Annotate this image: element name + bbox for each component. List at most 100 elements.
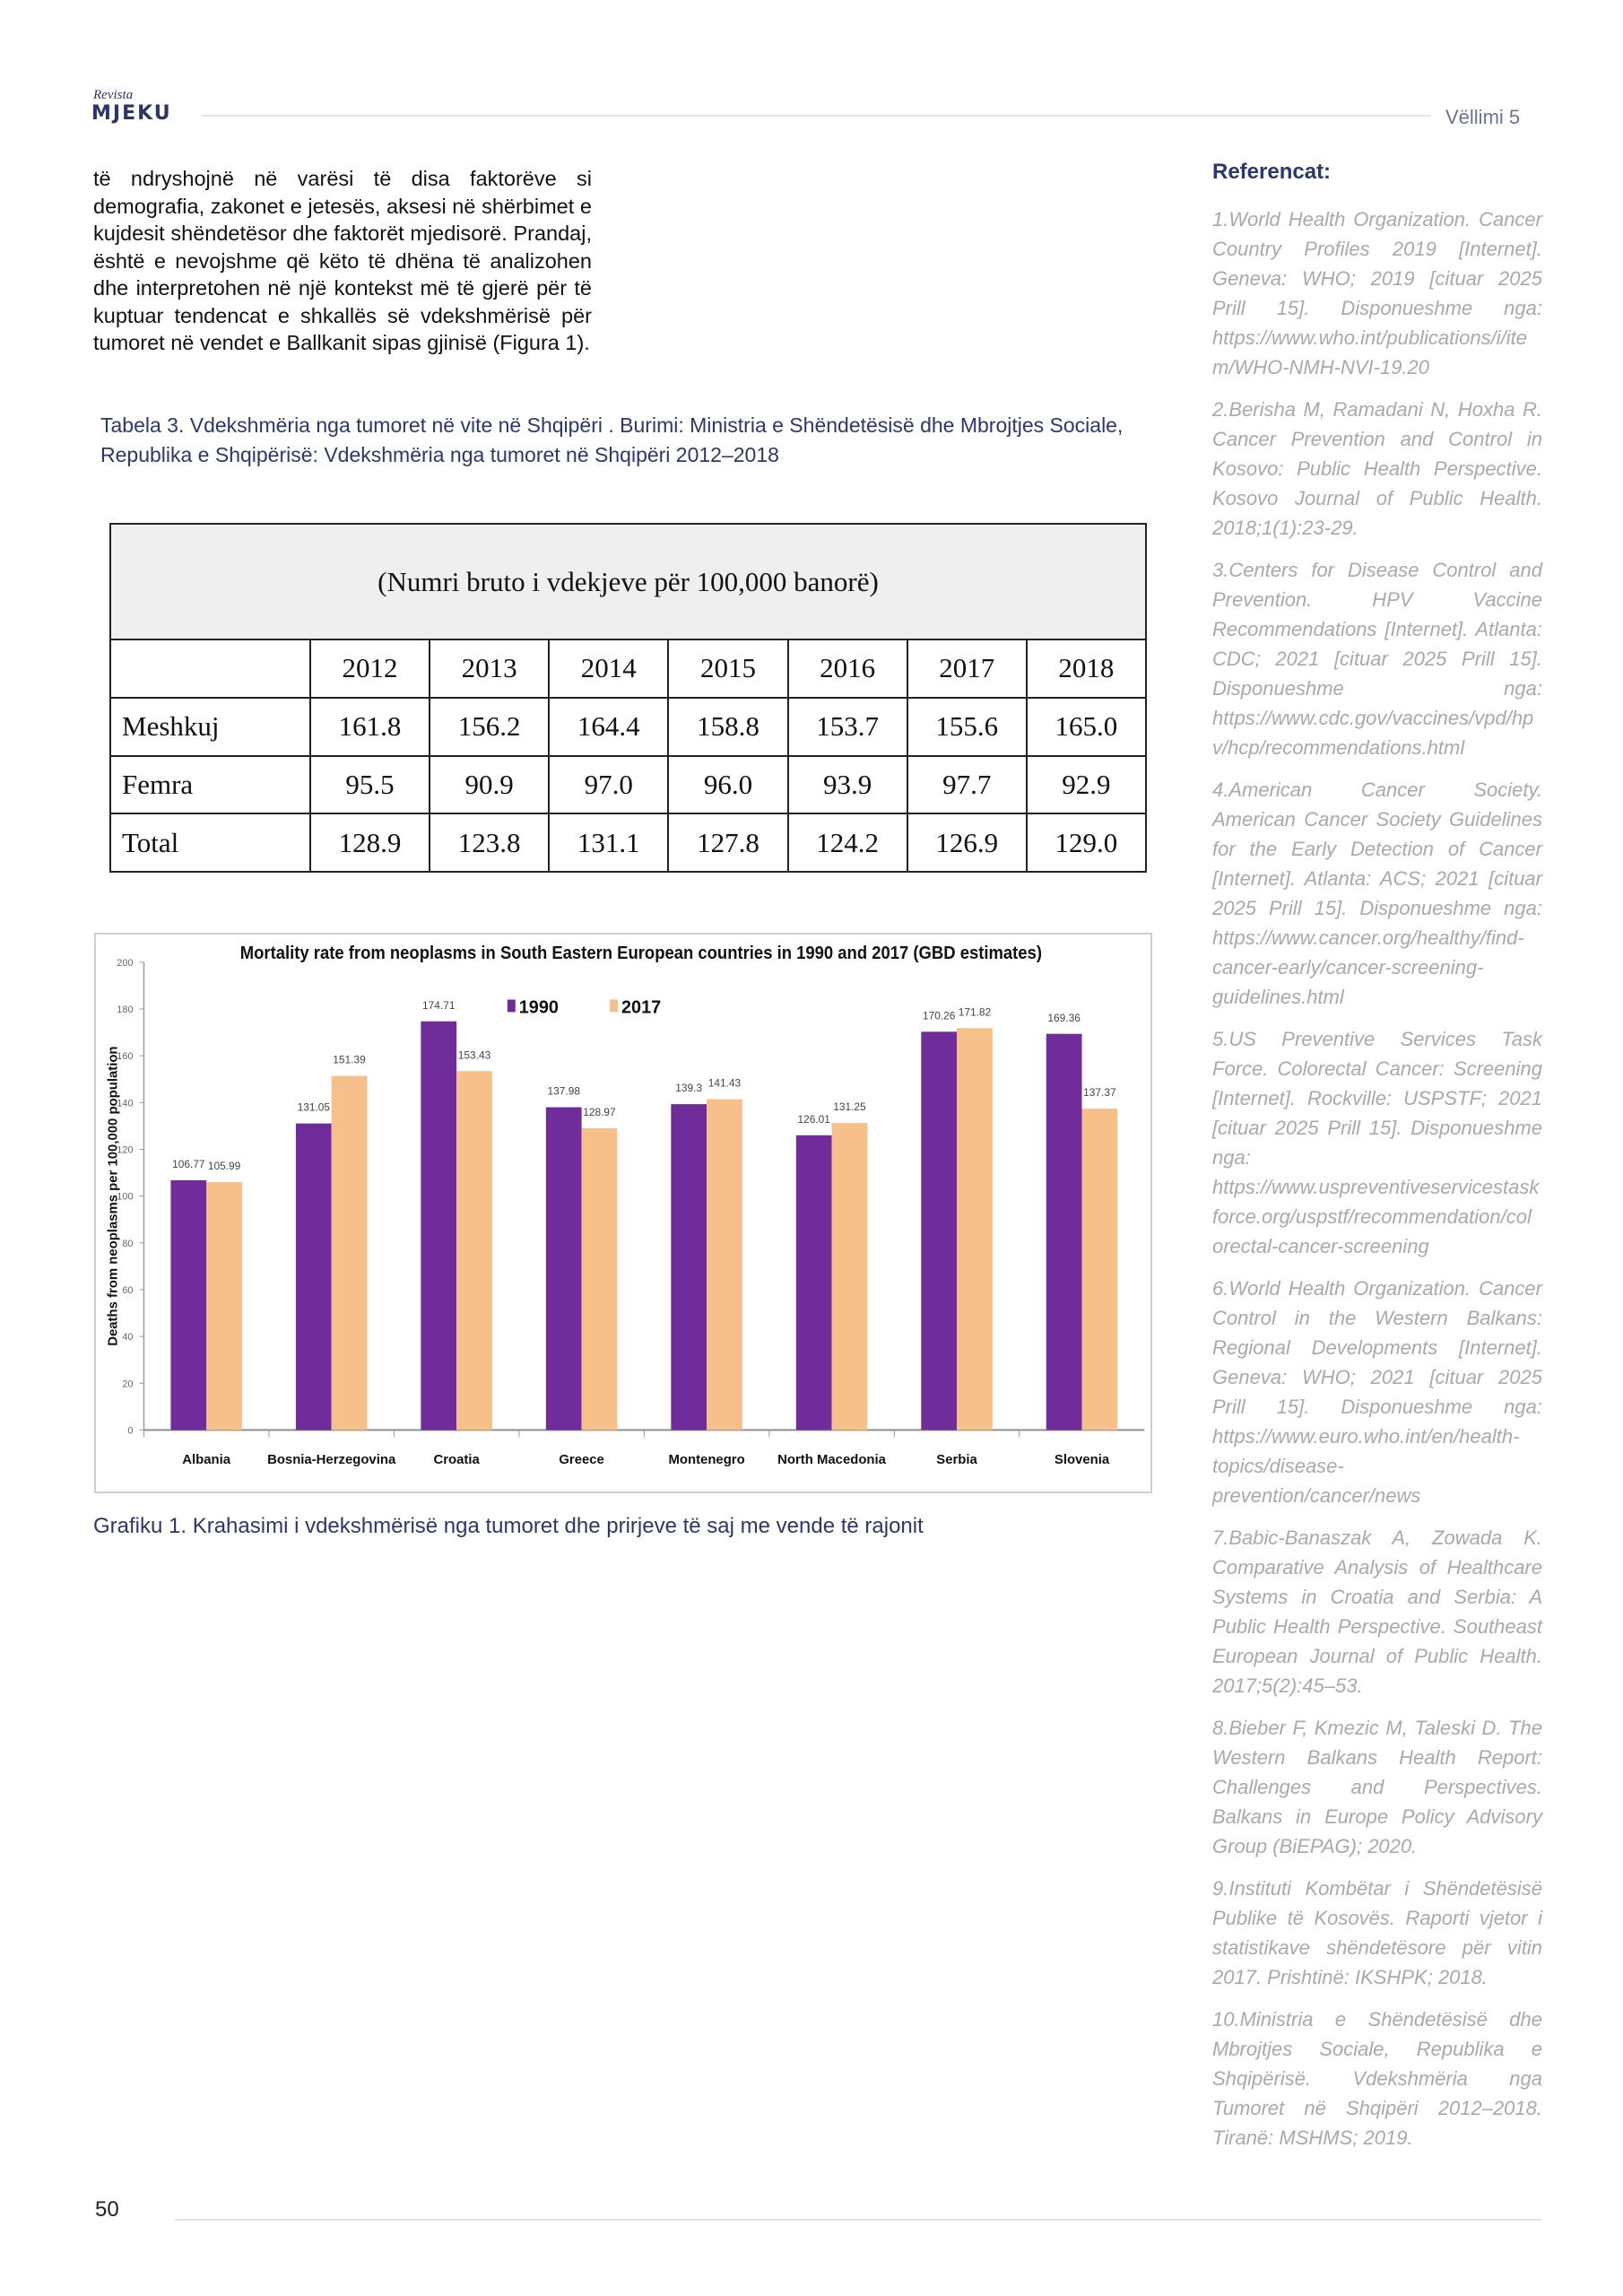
- bar-2017-albania: [206, 1181, 242, 1431]
- x-tick-label: Bosnia-Herzegovina: [267, 1453, 396, 1467]
- cell: 165.0: [1025, 696, 1148, 757]
- y-tick-label: 180: [117, 1004, 133, 1015]
- data-label: 171.82: [959, 1005, 992, 1018]
- cell: 156.2: [429, 696, 551, 757]
- page-number: 50: [95, 2197, 119, 2222]
- logo-revista: Revista: [93, 88, 134, 102]
- table-corner: [109, 639, 311, 699]
- cell: 124.2: [786, 813, 908, 873]
- year-header: 2014: [548, 639, 670, 699]
- table-caption: Tabela 3. Vdekshmëria nga tumoret në vit…: [100, 413, 1124, 466]
- data-label: 151.39: [333, 1054, 366, 1066]
- x-tick-label: Slovenia: [1055, 1453, 1110, 1467]
- y-tick-label: 0: [127, 1425, 133, 1436]
- cell: 92.9: [1025, 754, 1148, 815]
- chart-caption: Grafiku 1. Krahasimi i vdekshmërisë nga …: [93, 1514, 924, 1538]
- volume-label: Vëllimi 5: [1445, 106, 1521, 128]
- year-header: 2012: [308, 639, 431, 699]
- cell: 127.8: [667, 813, 789, 873]
- legend-swatch-1990: [507, 999, 516, 1013]
- table-header-row: 2012 2013 2014 2015 2016 2017 2018: [109, 639, 1148, 699]
- row-label: Femra: [109, 754, 311, 815]
- year-header: 2015: [667, 639, 789, 699]
- bar-1990-greece: [545, 1107, 582, 1431]
- data-label: 106.77: [172, 1158, 205, 1170]
- data-label: 126.01: [797, 1113, 830, 1126]
- y-tick-label: 160: [117, 1051, 133, 1062]
- cell: 96.0: [667, 754, 789, 815]
- references-title: Referencat:: [1212, 160, 1332, 184]
- cell: 90.9: [429, 754, 551, 815]
- legend-swatch-2017: [610, 999, 619, 1013]
- data-label: 153.43: [458, 1048, 491, 1061]
- data-label: 174.71: [422, 999, 456, 1012]
- data-label: 105.99: [208, 1160, 241, 1172]
- y-tick-label: 80: [122, 1239, 133, 1249]
- y-axis-label: Deaths from neoplasms per 100,000 popula…: [107, 1046, 121, 1345]
- bar-2017-bosnia-herzegovina: [331, 1075, 368, 1431]
- reference-item: 7.Babic-Banaszak A, Zowada K. Comparativ…: [1212, 1526, 1542, 1697]
- y-tick-label: 20: [122, 1378, 133, 1389]
- y-tick-label: 140: [117, 1098, 133, 1109]
- table-row: Total 128.9 123.8 131.1 127.8 124.2 126.…: [109, 813, 1148, 873]
- data-label: 170.26: [923, 1009, 956, 1022]
- bar-2017-slovenia: [1081, 1109, 1118, 1431]
- bar-2017-north macedonia: [831, 1123, 868, 1431]
- data-label: 141.43: [708, 1077, 742, 1090]
- year-header: 2018: [1025, 639, 1148, 699]
- cell: 153.7: [786, 696, 908, 757]
- reference-item: 8.Bieber F, Kmezic M, Taleski D. The Wes…: [1212, 1717, 1542, 1857]
- reference-item: 9.Instituti Kombëtar i Shëndetësisë Publ…: [1212, 1877, 1542, 1988]
- year-header: 2016: [786, 639, 908, 699]
- bar-1990-albania: [170, 1179, 207, 1431]
- header-divider: [202, 115, 1430, 117]
- year-header: 2017: [906, 639, 1028, 699]
- bar-2017-greece: [581, 1128, 618, 1431]
- data-label: 131.05: [298, 1101, 331, 1114]
- bar-1990-slovenia: [1046, 1033, 1082, 1431]
- cell: 97.7: [906, 754, 1028, 815]
- cell: 131.1: [548, 813, 670, 873]
- bar-1990-north macedonia: [795, 1135, 832, 1431]
- bar-1990-bosnia-herzegovina: [295, 1123, 332, 1431]
- data-label: 131.25: [833, 1100, 866, 1113]
- y-tick-label: 40: [122, 1332, 133, 1343]
- data-label: 137.37: [1083, 1086, 1116, 1099]
- reference-item: 6.World Health Organization. Cancer Cont…: [1212, 1277, 1542, 1507]
- reference-item: 5.US Preventive Services Task Force. Col…: [1212, 1028, 1542, 1257]
- y-tick-label: 200: [117, 958, 133, 969]
- cell: 128.9: [308, 813, 431, 873]
- cell: 164.4: [548, 696, 670, 757]
- logo-mjeku: MJEKU: [91, 102, 172, 125]
- bar-2017-croatia: [456, 1071, 492, 1431]
- row-label: Meshkuj: [109, 696, 311, 757]
- x-tick-label: North Macedonia: [777, 1453, 887, 1467]
- x-tick-label: Montenegro: [668, 1453, 744, 1467]
- cell: 155.6: [906, 696, 1028, 757]
- mortality-bar-chart: Mortality rate from neoplasms in South E…: [94, 933, 1152, 1493]
- table-title: (Numri bruto i vdekjeve për 100,000 bano…: [109, 523, 1147, 640]
- y-tick-label: 60: [122, 1285, 133, 1296]
- table-row: Femra 95.5 90.9 97.0 96.0 93.9 97.7 92.9: [109, 754, 1148, 815]
- y-tick-label: 120: [117, 1144, 133, 1155]
- cell: 95.5: [308, 754, 431, 815]
- x-tick-label: Greece: [559, 1453, 604, 1467]
- data-label: 128.97: [583, 1106, 616, 1118]
- bar-2017-montenegro: [707, 1099, 742, 1431]
- cell: 158.8: [667, 696, 789, 757]
- bar-2017-serbia: [957, 1028, 993, 1431]
- cell: 129.0: [1025, 813, 1148, 873]
- bar-1990-serbia: [921, 1031, 958, 1431]
- x-tick-label: Croatia: [433, 1453, 480, 1467]
- reference-item: 3.Centers for Disease Control and Preven…: [1212, 559, 1542, 759]
- footer-divider: [175, 2219, 1542, 2221]
- data-label: 137.98: [548, 1085, 581, 1098]
- y-tick-label: 100: [117, 1192, 133, 1203]
- table-row: Meshkuj 161.8 156.2 164.4 158.8 153.7 15…: [109, 696, 1148, 757]
- x-tick-label: Serbia: [936, 1453, 977, 1467]
- mortality-table: (Numri bruto i vdekjeve për 100,000 bano…: [109, 523, 1148, 873]
- reference-item: 1.World Health Organization. Cancer Coun…: [1212, 208, 1542, 378]
- reference-item: 4.American Cancer Society. American Canc…: [1212, 778, 1542, 1008]
- x-tick-label: Albania: [182, 1453, 231, 1467]
